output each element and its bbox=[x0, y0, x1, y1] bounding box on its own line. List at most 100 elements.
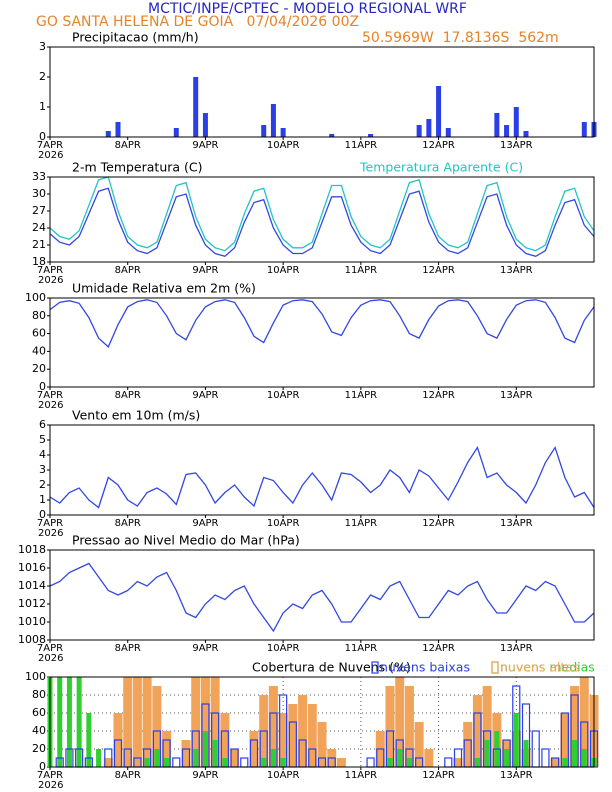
bar bbox=[426, 119, 432, 137]
year-label: 2026 bbox=[38, 275, 63, 286]
bar bbox=[387, 758, 393, 767]
bar bbox=[494, 113, 500, 137]
series-line bbox=[49, 176, 595, 252]
bar bbox=[152, 686, 162, 767]
y-tick-label: 40 bbox=[32, 344, 46, 357]
bar bbox=[280, 128, 286, 137]
bar bbox=[329, 134, 335, 137]
y-tick-label: 1008 bbox=[18, 633, 46, 646]
y-tick-label: 80 bbox=[32, 688, 46, 701]
bar bbox=[144, 758, 150, 767]
panel-title: Vento em 10m (m/s) bbox=[72, 408, 200, 423]
x-tick-label: 9APR bbox=[192, 643, 218, 654]
bar bbox=[270, 104, 276, 137]
bar bbox=[278, 713, 288, 767]
bar bbox=[181, 740, 191, 767]
y-tick-label: 33 bbox=[32, 170, 46, 183]
legend-swatch bbox=[491, 661, 499, 674]
y-tick-label: 100 bbox=[25, 670, 46, 683]
bar bbox=[570, 686, 580, 767]
bar bbox=[523, 131, 529, 137]
bar bbox=[414, 722, 424, 767]
bar bbox=[288, 704, 298, 767]
bar bbox=[416, 125, 422, 137]
y-tick-label: 21 bbox=[32, 238, 46, 251]
bar bbox=[513, 713, 519, 767]
x-tick-label: 13APR bbox=[500, 518, 533, 529]
bar bbox=[550, 758, 560, 767]
panel-title: Precipitacao (mm/h) bbox=[72, 30, 199, 45]
bar bbox=[453, 758, 463, 767]
bar bbox=[404, 686, 414, 767]
x-tick-label: 12APR bbox=[422, 518, 455, 529]
y-tick-label: 0 bbox=[39, 508, 46, 521]
bar bbox=[298, 695, 308, 767]
panel-title: Pressao ao Nivel Medio do Mar (hPa) bbox=[72, 533, 300, 548]
bar bbox=[191, 677, 201, 767]
y-tick-label: 60 bbox=[32, 327, 46, 340]
y-tick-label: 3 bbox=[39, 463, 46, 476]
y-tick-label: 0 bbox=[39, 130, 46, 143]
y-tick-label: 1016 bbox=[18, 561, 46, 574]
y-tick-label: 27 bbox=[32, 204, 46, 217]
bar bbox=[230, 749, 240, 767]
bar bbox=[154, 749, 160, 767]
bar bbox=[249, 731, 259, 767]
bar bbox=[463, 722, 473, 767]
x-tick-label: 10APR bbox=[267, 390, 300, 401]
x-tick-label: 11APR bbox=[345, 518, 378, 529]
bar bbox=[193, 749, 199, 767]
x-tick-label: 8APR bbox=[115, 265, 141, 276]
bar bbox=[472, 695, 482, 767]
year-label: 2026 bbox=[38, 780, 63, 791]
bar bbox=[76, 677, 82, 767]
header-location: 50.5969W 17.8136S 562m bbox=[362, 30, 559, 46]
legend-label: 2-m Temperatura (C) bbox=[72, 160, 203, 175]
legend-label: nuvens baixas bbox=[380, 660, 470, 675]
y-tick-label: 1 bbox=[39, 493, 46, 506]
legend-swatch bbox=[371, 661, 379, 674]
bar bbox=[445, 128, 451, 137]
bar bbox=[57, 677, 63, 767]
bar bbox=[424, 749, 434, 767]
x-tick-label: 8APR bbox=[115, 643, 141, 654]
year-label: 2026 bbox=[38, 150, 63, 161]
bar bbox=[581, 749, 587, 767]
bar bbox=[397, 749, 403, 767]
y-tick-label: 80 bbox=[32, 309, 46, 322]
x-tick-label: 13APR bbox=[500, 643, 533, 654]
x-tick-label: 12APR bbox=[422, 140, 455, 151]
bar bbox=[96, 749, 102, 767]
bar bbox=[193, 77, 199, 137]
panel-title: Cobertura de Nuvens (%) bbox=[252, 660, 411, 675]
x-tick-label: 13APR bbox=[500, 770, 533, 781]
bar bbox=[560, 713, 570, 767]
plot-frame bbox=[49, 424, 595, 516]
bar bbox=[240, 757, 249, 768]
bar bbox=[368, 134, 374, 137]
y-tick-label: 4 bbox=[39, 448, 46, 461]
y-tick-label: 1010 bbox=[18, 615, 46, 628]
header-station: GO SANTA HELENA DE GOIA 07/04/2026 00Z bbox=[36, 14, 359, 30]
x-tick-label: 12APR bbox=[422, 390, 455, 401]
x-tick-label: 8APR bbox=[115, 518, 141, 529]
legend-swatch bbox=[491, 661, 499, 674]
year-label: 2026 bbox=[38, 653, 63, 664]
x-tick-label: 10APR bbox=[267, 770, 300, 781]
bar bbox=[173, 128, 179, 137]
x-tick-label: 10APR bbox=[267, 265, 300, 276]
plot-frame bbox=[49, 176, 595, 263]
x-tick-label: 13APR bbox=[500, 265, 533, 276]
bar bbox=[444, 757, 453, 768]
plot-frame bbox=[49, 297, 595, 388]
x-tick-label: 10APR bbox=[267, 140, 300, 151]
y-tick-label: 40 bbox=[32, 724, 46, 737]
bar bbox=[261, 758, 267, 767]
plot-frame bbox=[49, 46, 595, 138]
bar bbox=[385, 686, 395, 767]
bar bbox=[162, 731, 172, 767]
bar bbox=[105, 131, 111, 137]
y-tick-label: 5 bbox=[39, 433, 46, 446]
bar bbox=[103, 758, 113, 767]
x-tick-label: 7APR bbox=[37, 390, 63, 401]
